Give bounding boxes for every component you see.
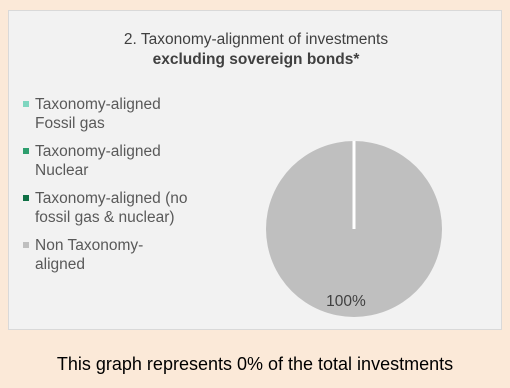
legend-item-no-fossil-nuclear: Taxonomy-aligned (no fossil gas & nuclea… xyxy=(21,189,231,227)
legend-label-line1: Taxonomy-aligned (no xyxy=(35,190,188,207)
chart-title: 2. Taxonomy-alignment of investments xyxy=(123,31,389,48)
pie-slices xyxy=(266,141,442,317)
legend-item-fossil-gas: Taxonomy-aligned Fossil gas xyxy=(21,95,231,133)
legend-label-line2: Nuclear xyxy=(35,162,89,179)
legend-swatch-no-fossil-nuclear xyxy=(23,195,29,201)
legend-swatch-non-aligned xyxy=(23,242,29,248)
legend-label-line1: Taxonomy-aligned xyxy=(35,143,161,160)
legend-label-line1: Taxonomy-aligned xyxy=(35,96,161,113)
legend-swatch-fossil-gas xyxy=(23,101,29,107)
chart-panel: 2. Taxonomy-alignment of investments exc… xyxy=(8,10,502,330)
footer-note: This graph represents 0% of the total in… xyxy=(56,354,454,374)
legend-label-line2: aligned xyxy=(35,256,85,273)
pie-chart: 100% xyxy=(266,141,442,317)
pie-data-label: 100% xyxy=(326,293,366,310)
legend-label-line2: fossil gas & nuclear) xyxy=(35,209,175,226)
legend-label-line1: Non Taxonomy- xyxy=(35,237,144,254)
legend-label-line2: Fossil gas xyxy=(35,115,105,132)
legend-item-non-aligned: Non Taxonomy- aligned xyxy=(21,236,231,274)
chart-subtitle: excluding sovereign bonds* xyxy=(152,51,360,68)
chart-legend: Taxonomy-aligned Fossil gas Taxonomy-ali… xyxy=(21,95,231,283)
legend-item-nuclear: Taxonomy-aligned Nuclear xyxy=(21,142,231,180)
legend-swatch-nuclear xyxy=(23,148,29,154)
